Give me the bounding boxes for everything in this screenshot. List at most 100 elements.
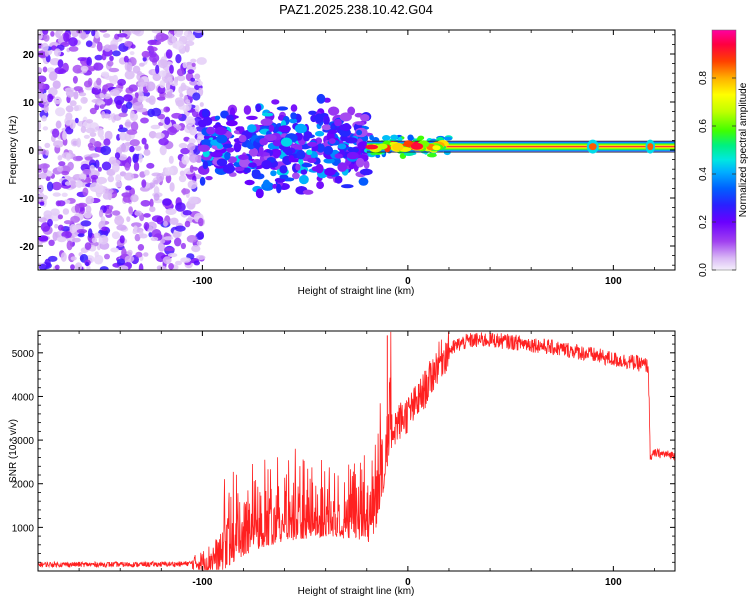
spectrogram-cell	[324, 167, 336, 176]
spectrogram-cell	[89, 164, 95, 173]
spectrogram-cell	[202, 160, 209, 170]
spectrogram-cell	[124, 255, 135, 263]
spectrogram-cell	[105, 83, 114, 88]
spectrogram-cell	[116, 258, 126, 266]
spectrogram-cell	[404, 152, 414, 156]
spectrogram-cell	[54, 223, 59, 229]
spectrogram-cell	[432, 145, 441, 151]
spectrogram-cell	[65, 105, 74, 113]
spectrogram-cell	[57, 214, 64, 220]
spectrogram-cell	[174, 225, 186, 232]
spectrogram-cell	[261, 112, 274, 117]
spectrogram-cell	[47, 255, 58, 262]
spectrogram-cell	[339, 112, 352, 122]
x-tick-label: 0	[405, 276, 411, 287]
spectrogram-cell	[233, 142, 242, 153]
colorbar-tick-label: 0.0	[698, 263, 709, 277]
spectrogram-cell	[57, 224, 64, 231]
spectrogram-cell	[103, 93, 112, 100]
spectrogram-cell	[103, 33, 111, 38]
spectrogram-cell	[119, 235, 125, 244]
spectrogram-cell	[137, 82, 148, 87]
spectrogram-cell	[133, 161, 140, 172]
spectrogram-cell	[168, 155, 174, 164]
spectrogram-cell	[68, 180, 77, 189]
spectrogram-cell	[181, 188, 191, 195]
spectrogram-cell	[125, 185, 132, 191]
spectrogram-cell	[251, 169, 261, 180]
spectrogram-cell	[158, 242, 166, 252]
spectrogram-cell	[118, 112, 128, 118]
colorbar-tick-label: 0.2	[698, 215, 709, 229]
spectrogram-cell	[233, 166, 245, 172]
spectrogram-cell	[139, 229, 144, 238]
spectrogram-cell	[46, 181, 54, 192]
spectrogram-cell	[96, 176, 108, 185]
spectrogram-cell	[294, 123, 307, 134]
spectrogram-cell	[378, 143, 388, 150]
spectrogram-cell	[321, 124, 332, 131]
spectrogram-cell	[74, 117, 79, 124]
x-tick-label: 100	[605, 577, 622, 588]
spectrogram-cell	[124, 121, 133, 127]
spectrogram-cell	[155, 32, 167, 43]
spectrogram-cell	[175, 260, 182, 266]
spectrogram-cell	[93, 254, 104, 265]
spectrogram-cell	[193, 30, 204, 33]
spectrogram-cell	[92, 87, 99, 94]
spectrogram-cell	[54, 99, 61, 105]
spectrogram-cell	[39, 263, 48, 270]
spectrogram-cell	[109, 55, 114, 62]
spectrogram-cell	[199, 102, 204, 107]
spectrogram-cell	[107, 175, 115, 183]
spectrogram-cell	[334, 175, 343, 184]
spectrogram-cell	[301, 163, 313, 168]
spectrogram-cell	[307, 157, 317, 163]
spectrogram-cell	[126, 216, 131, 223]
spectrogram-cell	[101, 161, 112, 171]
spectrogram-cell	[224, 152, 231, 161]
spectrogram-cell	[328, 106, 340, 116]
spectrogram-cell	[77, 57, 87, 62]
spectrogram-cell	[149, 131, 156, 139]
spectrogram-cell	[188, 196, 199, 204]
spectrogram-cell	[196, 57, 207, 65]
spectrogram-cell	[139, 62, 145, 67]
spectrogram-cell	[78, 92, 87, 97]
spectrogram-cell	[163, 236, 174, 241]
spectrogram-cell	[272, 138, 283, 147]
spectrogram-cell	[89, 107, 97, 115]
spectrogram-cell	[268, 124, 275, 132]
spectrogram-cell	[302, 189, 314, 195]
spectrogram-cell	[280, 137, 293, 147]
spectrogram-cell	[115, 174, 122, 183]
spectrogram-cell	[355, 121, 365, 126]
spectrogram-cell	[101, 71, 110, 77]
spectrogram-cell	[300, 169, 308, 175]
spectrogram-cell	[76, 137, 81, 148]
spectrogram-cell	[99, 93, 105, 99]
spectrogram-cell	[44, 142, 51, 148]
spectrogram-cell	[88, 145, 96, 151]
spectrogram-cell	[53, 48, 62, 57]
spectrogram-cell	[128, 84, 138, 92]
y-tick-label: 10	[23, 98, 35, 109]
spectrogram-cell	[179, 170, 185, 176]
spectrogram-cell	[100, 104, 105, 109]
y-tick-label: 3000	[12, 436, 35, 447]
spectrogram-cell	[243, 105, 252, 115]
spectrogram-cell	[111, 162, 120, 173]
spectrogram-cell	[90, 174, 99, 180]
spectrogram-cell	[214, 115, 221, 121]
spectrogram-cell	[191, 62, 196, 67]
snr-xlabel: Height of straight line (km)	[298, 586, 415, 597]
spectrogram-cell	[141, 179, 147, 188]
spectrogram-cell	[56, 165, 64, 172]
spectrogram-cell	[181, 155, 190, 165]
spectrogram-cell	[52, 80, 61, 89]
spectrogram-cell	[190, 58, 197, 63]
spectrogram-cell	[134, 210, 142, 216]
spectrogram-cell	[47, 218, 53, 227]
spectrogram-cell	[159, 70, 167, 78]
